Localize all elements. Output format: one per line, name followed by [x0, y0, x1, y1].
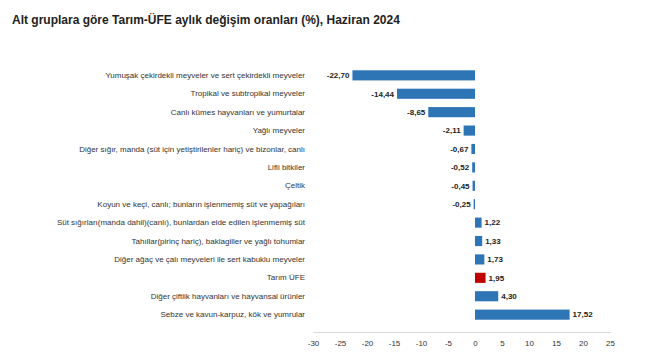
category-tick: Tarım ÜFE: [267, 273, 305, 282]
category-label: Yağlı meyveler: [253, 126, 306, 135]
tick-label: -30: [308, 339, 320, 348]
bar: [475, 310, 570, 320]
chart: Alt gruplara göre Tarım-ÜFE aylık değişi…: [0, 0, 667, 364]
plot: -30 -25 -20 -15 -10 -5 0 5 10 15 20 25 Yumuşak çekir…: [57, 70, 616, 347]
category-tick: Sebze ve kavun-karpuz, kök ve yumrular: [160, 310, 305, 319]
category-label: Çeltik: [285, 181, 306, 190]
tick: 20: [579, 332, 588, 348]
category-tick: Yağlı meyveler: [253, 126, 306, 135]
category-label: Koyun ve keçi, canlı; bunların işlenmemi…: [97, 200, 305, 209]
category-tick: Tropikal ve subtropikal meyveler: [191, 89, 306, 98]
tick-label: 0: [473, 339, 478, 348]
tick-label: -25: [335, 339, 347, 348]
tick: -30: [308, 332, 320, 348]
category-tick: Diğer çiftlik hayvanları ve hayvansal ür…: [151, 292, 306, 301]
category-tick: Tahıllar(pirinç hariç), baklagiller ve y…: [132, 237, 306, 246]
category-tick: Koyun ve keçi, canlı; bunların işlenmemi…: [97, 200, 305, 209]
data-label: 1,95: [489, 274, 505, 283]
y-axis: Yumuşak çekirdekli meyveler ve sert çeki…: [57, 71, 306, 319]
bar: [475, 218, 482, 228]
data-label: 17,52: [573, 310, 594, 319]
category-tick: Diğer sığır, manda (süt için yetiştirile…: [79, 145, 305, 154]
data-label: 1,73: [487, 255, 503, 264]
tick: 0: [473, 332, 478, 348]
category-label: Diğer ağaç ve çalı meyveleri ile sert ka…: [114, 255, 305, 264]
title: Alt gruplara göre Tarım-ÜFE aylık değişi…: [12, 12, 400, 27]
category-tick: Canlı kümes hayvanları ve yumurtalar: [171, 108, 306, 117]
data-label: -0,45: [451, 182, 470, 191]
tick-label: 5: [500, 339, 505, 348]
category-label: Diğer çiftlik hayvanları ve hayvansal ür…: [151, 292, 306, 301]
tick: -10: [416, 332, 428, 348]
bar: [464, 126, 475, 136]
data-label: -2,11: [443, 126, 461, 135]
category-label: Canlı kümes hayvanları ve yumurtalar: [171, 108, 306, 117]
data-label: 4,30: [501, 292, 517, 301]
data-label: -14,44: [371, 90, 394, 99]
bar: [473, 181, 475, 191]
category-label: Tahıllar(pirinç hariç), baklagiller ve y…: [132, 237, 306, 246]
bar: [475, 236, 482, 246]
tick: 15: [552, 332, 561, 348]
data-label: -22,70: [327, 71, 350, 80]
bar: [475, 291, 498, 301]
tick-label: 15: [552, 339, 561, 348]
tick-label: 25: [606, 339, 615, 348]
category-tick: Yumuşak çekirdekli meyveler ve sert çeki…: [105, 71, 305, 80]
category-label: Tarım ÜFE: [267, 273, 305, 282]
category-label: Tropikal ve subtropikal meyveler: [191, 89, 306, 98]
tick: -25: [335, 332, 347, 348]
bar: [474, 199, 475, 209]
tick-label: -20: [362, 339, 374, 348]
data-labels: -22,70 -14,44 -8,65 -2,11 -0,67 -0,52 -0,45 -0,…: [327, 71, 593, 319]
bar: [428, 107, 475, 117]
data-label: 1,33: [485, 237, 501, 246]
bar: [475, 254, 484, 264]
data-label: 1,22: [485, 218, 501, 227]
tick-label: 10: [525, 339, 534, 348]
tick-label: -5: [445, 339, 453, 348]
bar: [397, 89, 475, 99]
category-tick: Süt sığırları(manda dahil)(canlı), bunla…: [57, 218, 306, 227]
category-label: Diğer sığır, manda (süt için yetiştirile…: [79, 145, 305, 154]
category-label: Sebze ve kavun-karpuz, kök ve yumrular: [160, 310, 305, 319]
bar: [471, 144, 475, 154]
tick: -5: [445, 332, 453, 348]
data-label: -0,67: [450, 145, 469, 154]
category-label: Yumuşak çekirdekli meyveler ve sert çeki…: [105, 71, 305, 80]
tick: 25: [606, 332, 615, 348]
bar: [352, 70, 475, 80]
bar: [472, 162, 475, 172]
category-label: Süt sığırları(manda dahil)(canlı), bunla…: [57, 218, 306, 227]
bar: [475, 273, 486, 283]
axis-line: [314, 332, 611, 333]
tick: 5: [500, 332, 505, 348]
data-label: -0,52: [451, 163, 470, 172]
tick: -20: [362, 332, 374, 348]
tick: 10: [525, 332, 534, 348]
tick-label: -15: [389, 339, 401, 348]
category-tick: Lifli bitkiler: [268, 163, 306, 172]
category-tick: Diğer ağaç ve çalı meyveleri ile sert ka…: [114, 255, 305, 264]
x-axis: -30 -25 -20 -15 -10 -5 0 5 10 15 20 25: [308, 332, 616, 348]
data-label: -0,25: [452, 200, 471, 209]
category-label: Lifli bitkiler: [268, 163, 306, 172]
bars: [352, 70, 569, 319]
tick-label: -10: [416, 339, 428, 348]
data-label: -8,65: [407, 108, 426, 117]
tick: -15: [389, 332, 401, 348]
tick-label: 20: [579, 339, 588, 348]
category-tick: Çeltik: [285, 181, 306, 190]
